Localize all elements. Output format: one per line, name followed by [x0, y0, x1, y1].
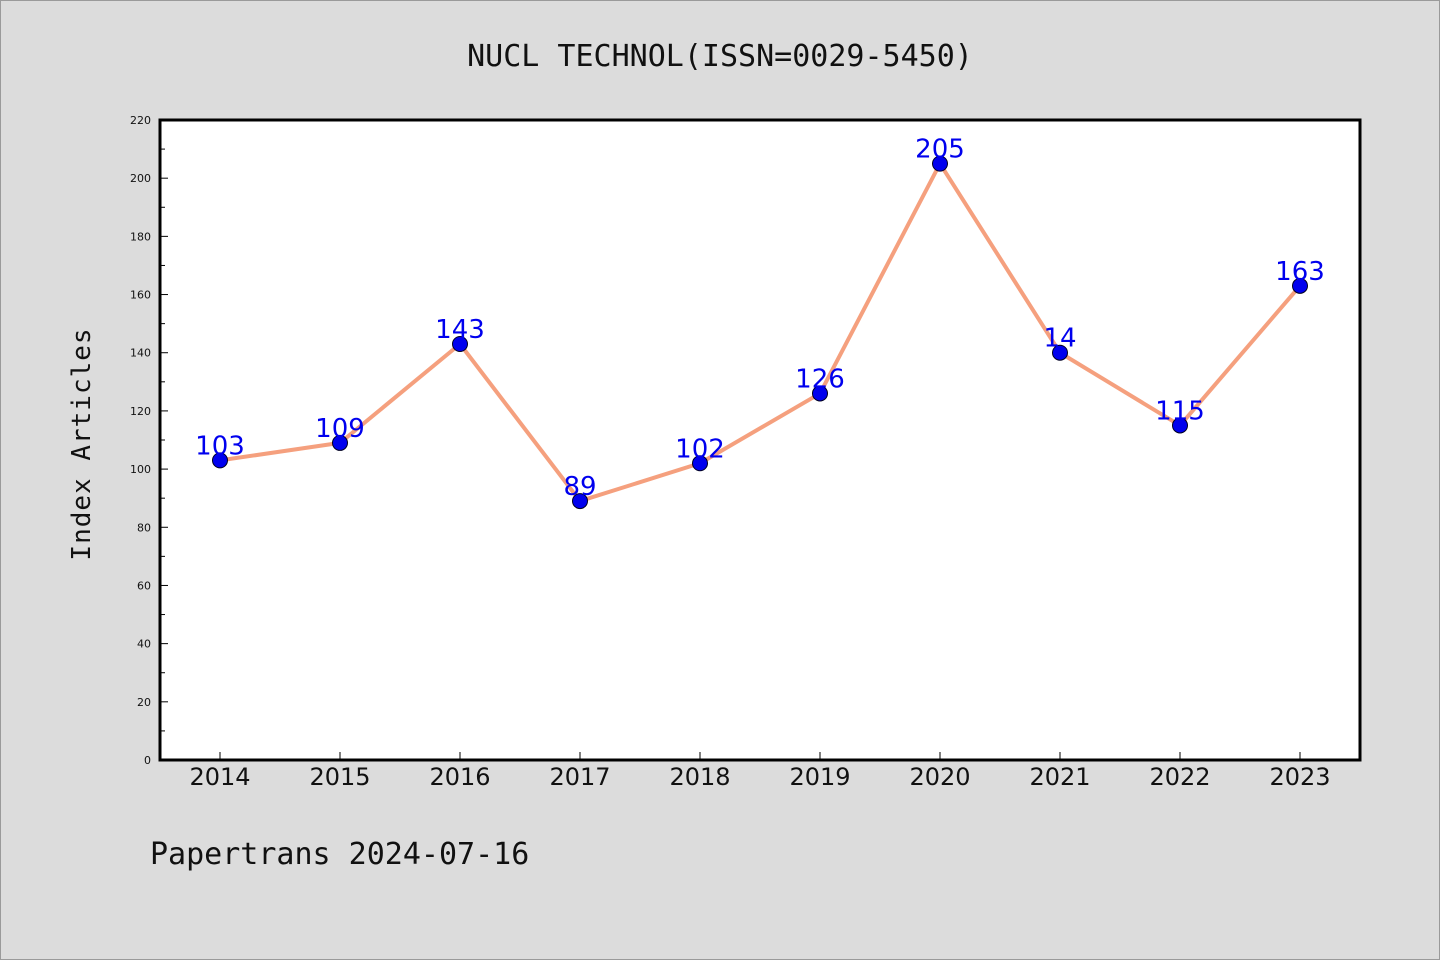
y-tick-label: 20 [137, 696, 151, 709]
data-point-marker [932, 155, 948, 172]
x-tick-label: 2023 [1269, 763, 1330, 791]
x-tick-label: 2016 [429, 763, 490, 791]
x-tick-label: 2015 [309, 763, 370, 791]
y-axis: 0 20 40 60 80 100 120 140 160 180 200 220 [130, 114, 168, 767]
data-label: 102 [675, 434, 725, 464]
x-tick-label: 2019 [789, 763, 850, 791]
data-point-marker [1172, 417, 1188, 434]
y-tick-label: 0 [144, 754, 151, 767]
data-point-marker [452, 336, 468, 352]
x-tick-label: 2014 [189, 763, 250, 791]
data-point-marker [212, 452, 228, 469]
x-tick-label: 2018 [669, 763, 730, 791]
data-label: 205 [915, 135, 965, 165]
data-label: 89 [563, 472, 596, 502]
data-label: 103 [195, 431, 245, 461]
x-tick-label: 2020 [909, 763, 970, 791]
y-tick-label: 160 [130, 289, 151, 302]
y-tick-label: 120 [130, 405, 151, 418]
x-tick-label: 2022 [1149, 763, 1210, 791]
chart-title: NUCL TECHNOL(ISSN=0029-5450) [467, 39, 973, 74]
y-tick-label: 200 [130, 172, 151, 185]
series-layer: 103 109 143 89 102 126 205 14 115 163 [195, 135, 1325, 510]
series-line [218, 161, 1302, 504]
x-tick-label: 2021 [1029, 763, 1090, 791]
data-point-marker [332, 434, 348, 451]
x-tick-label: 2017 [549, 763, 610, 791]
y-tick-label: 40 [137, 638, 151, 651]
y-axis-label: Index Articles [67, 327, 97, 560]
data-label: 115 [1155, 396, 1205, 426]
data-label: 126 [795, 364, 845, 394]
footer-date-stamp: Papertrans 2024-07-16 [150, 837, 529, 872]
y-tick-label: 220 [130, 114, 151, 127]
data-point-marker [572, 493, 588, 510]
x-axis: 2014 2015 2016 2017 2018 2019 2020 2021 2022 2023 [189, 752, 1331, 791]
y-tick-label: 60 [137, 579, 151, 592]
y-tick-label: 100 [130, 463, 151, 476]
data-label: 163 [1275, 257, 1325, 287]
data-label: 143 [435, 315, 485, 345]
y-tick-label: 140 [130, 347, 151, 360]
plot-area [160, 120, 1360, 760]
y-tick-label: 80 [137, 521, 151, 534]
data-point-marker [812, 385, 828, 402]
data-label: 109 [315, 414, 365, 444]
data-point-marker [1052, 344, 1068, 361]
data-label: 14 [1043, 324, 1076, 354]
plot-border [158, 118, 1362, 762]
data-point-marker [692, 455, 708, 472]
data-point-marker [1292, 277, 1308, 294]
y-tick-label: 180 [130, 230, 151, 243]
